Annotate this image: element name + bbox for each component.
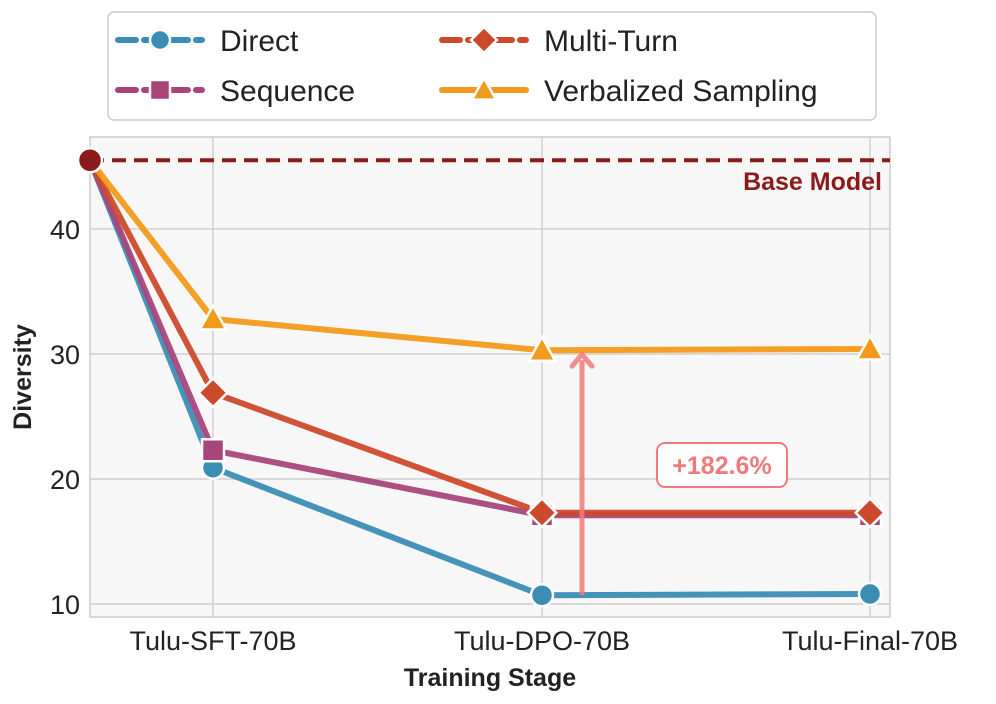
series-line (87, 157, 873, 599)
legend-swatch-marker (469, 75, 499, 101)
series-lines (76, 147, 887, 608)
base-model-label: Base Model (743, 168, 882, 196)
start-point (76, 147, 104, 174)
series-point (854, 333, 886, 361)
plot-background (89, 136, 891, 618)
annotation-arrow-head (569, 351, 595, 369)
series-point (853, 496, 887, 529)
legend-swatch-marker (148, 78, 172, 102)
legend: Direct Sequence Multi-Turn Verbalized Sampl… (107, 11, 877, 121)
legend-label: Verbalized Sampling (544, 75, 818, 108)
legend-frame (107, 11, 877, 121)
series-point (857, 581, 883, 607)
improvement-annotation: +182.6% (569, 351, 788, 596)
annotation-box (656, 442, 788, 488)
base-model-reference: Base Model (90, 158, 890, 196)
x-tick-labels: Tulu-SFT-70B Tulu-DPO-70B Tulu-Final-70B (129, 626, 958, 656)
legend-label: Multi-Turn (544, 25, 678, 58)
x-tick-label: Tulu-Final-70B (782, 626, 958, 656)
legend-label: Sequence (220, 75, 355, 108)
series-point (200, 438, 226, 463)
annotation-label: +182.6% (672, 452, 771, 480)
y-tick-labels: 10 20 30 40 (50, 215, 80, 620)
series-point (526, 334, 558, 363)
series-point (525, 496, 559, 529)
legend-swatch-marker (148, 28, 172, 52)
series-point (529, 583, 555, 608)
y-axis-title: Diversity (9, 324, 37, 430)
series-line (87, 157, 873, 516)
legend-label: Direct (220, 25, 299, 58)
x-tick-label: Tulu-DPO-70B (454, 626, 630, 656)
series-point (196, 376, 230, 409)
legend-swatch-marker (469, 25, 499, 55)
x-axis-title: Training Stage (404, 664, 576, 692)
y-tick-label: 40 (50, 215, 80, 245)
series-line (87, 157, 873, 354)
series-point (197, 303, 229, 331)
x-tick-label: Tulu-SFT-70B (129, 626, 296, 656)
y-tick-label: 30 (50, 340, 80, 370)
y-tick-label: 20 (50, 465, 80, 495)
y-tick-label: 10 (50, 590, 80, 620)
